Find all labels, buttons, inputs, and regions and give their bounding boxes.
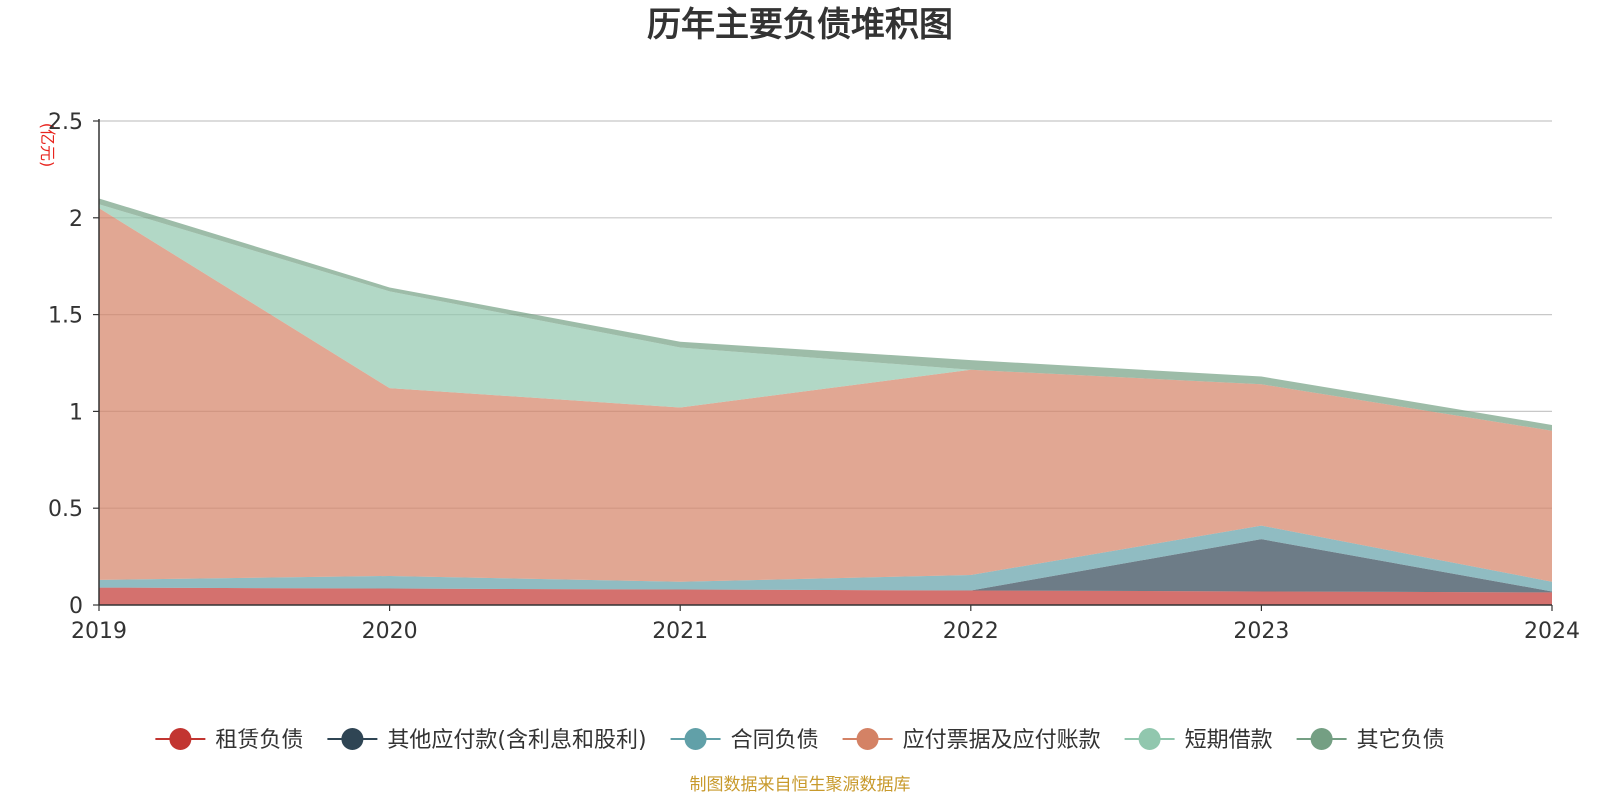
y-axis-unit-label: (亿元) — [38, 123, 57, 168]
area-series-2 — [99, 525, 1552, 592]
legend[interactable]: 租赁负债 其他应付款(含利息和股利) 合同负债 应付票据及应付账款 短期借款 其它负债 — [155, 728, 1445, 753]
legend-marker-4 — [1138, 728, 1161, 750]
legend-label-1: 其他应付款(含利息和股利) — [387, 728, 646, 753]
legend-label-2: 合同负债 — [731, 728, 819, 753]
x-tick-label-1: 2020 — [362, 619, 418, 644]
area-series-4 — [99, 204, 1552, 431]
area-series — [99, 198, 1552, 605]
legend-marker-0 — [169, 728, 192, 750]
legend-item-2[interactable]: 合同负债 — [670, 728, 819, 753]
legend-marker-5 — [1310, 728, 1333, 750]
y-tick-label-4: 2 — [69, 207, 83, 232]
source-note: 制图数据来自恒生聚源数据库 — [690, 775, 911, 795]
legend-label-5: 其它负债 — [1357, 728, 1445, 753]
legend-label-3: 应付票据及应付账款 — [903, 728, 1101, 753]
legend-item-5[interactable]: 其它负债 — [1296, 728, 1445, 753]
legend-marker-1 — [341, 728, 364, 750]
legend-item-3[interactable]: 应付票据及应付账款 — [842, 728, 1101, 753]
area-series-1 — [99, 539, 1552, 593]
legend-label-0: 租赁负债 — [215, 728, 303, 753]
axes: 0 0.5 1 1.5 2 2.5 2019 2020 2021 2022 2023 2024 — [48, 110, 1580, 644]
legend-marker-2 — [684, 728, 707, 750]
x-tick-label-3: 2022 — [943, 619, 999, 644]
legend-item-4[interactable]: 短期借款 — [1124, 728, 1273, 753]
x-tick-label-5: 2024 — [1524, 619, 1580, 644]
x-tick-label-2: 2021 — [652, 619, 708, 644]
x-tick-label-0: 2019 — [71, 619, 127, 644]
y-tick-label-5: 2.5 — [48, 110, 83, 135]
x-tick-label-4: 2023 — [1233, 619, 1289, 644]
legend-item-1[interactable]: 其他应付款(含利息和股利) — [327, 728, 647, 753]
area-series-0 — [99, 587, 1552, 605]
area-series-3 — [99, 208, 1552, 582]
y-tick-label-3: 1.5 — [48, 304, 83, 329]
y-tick-label-2: 1 — [69, 400, 83, 425]
chart-title: 历年主要负债堆积图 — [647, 5, 953, 45]
legend-item-0[interactable]: 租赁负债 — [155, 728, 303, 753]
y-tick-label-0: 0 — [69, 594, 83, 619]
area-series-5 — [99, 198, 1552, 431]
legend-marker-3 — [856, 728, 879, 750]
legend-label-4: 短期借款 — [1185, 728, 1273, 753]
y-tick-label-1: 0.5 — [48, 497, 83, 522]
